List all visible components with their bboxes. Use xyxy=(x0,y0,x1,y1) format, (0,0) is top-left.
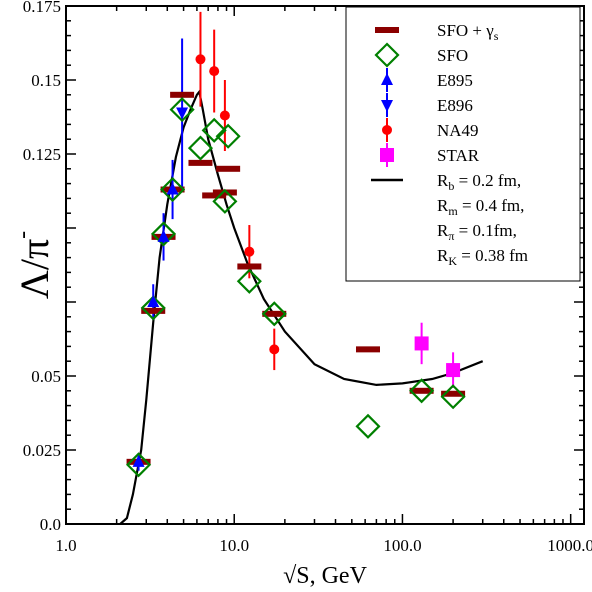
point-sfo xyxy=(140,295,166,321)
legend-label-sfo: SFO + γs xyxy=(437,21,499,43)
y-axis-title: Λ/π- xyxy=(10,231,57,299)
point-na49 xyxy=(195,54,206,65)
point-sfo xyxy=(237,263,262,270)
y-tick-label: 0.15 xyxy=(31,71,61,90)
point-sfo xyxy=(261,301,287,327)
legend-marker-sfo xyxy=(375,27,399,33)
legend-label-sfo: SFO xyxy=(437,46,468,65)
point-sfo xyxy=(440,384,466,410)
y-axis-title-main: Λ/π xyxy=(12,239,57,299)
point-sfo xyxy=(212,188,238,214)
point-sfo xyxy=(441,390,466,397)
y-axis-title-sup: - xyxy=(10,231,36,239)
y-tick-label: 0.05 xyxy=(31,367,61,386)
legend-label-curve: Rb = 0.2 fm, xyxy=(437,171,521,193)
legend-label-curve: Rm = 0.4 fm, xyxy=(437,196,524,218)
x-tick-label: 10.0 xyxy=(219,536,249,555)
y-tick-label: 0.175 xyxy=(23,0,61,16)
point-e895 xyxy=(132,454,145,467)
legend-label-e895: E895 xyxy=(437,71,473,90)
y-tick-label: 0.125 xyxy=(23,145,61,164)
point-e895 xyxy=(157,229,170,242)
marker-layer xyxy=(126,54,466,478)
point-sfo xyxy=(355,413,381,439)
legend-box xyxy=(345,6,581,282)
point-sfo xyxy=(212,189,237,196)
plot-frame xyxy=(65,5,585,525)
point-star xyxy=(446,363,461,378)
point-e895 xyxy=(147,295,160,307)
point-na49 xyxy=(209,66,220,77)
tick-label-layer: 1.0 10.0 100.0 1000.0 0.0 0.025 0.05 0.125 0.15 0… xyxy=(23,0,592,555)
point-sfo xyxy=(262,310,287,317)
legend-label-curve: Rπ = 0.1fm, xyxy=(437,221,517,243)
x-tick-label: 1000.0 xyxy=(547,536,592,555)
point-sfo xyxy=(170,91,195,98)
point-na49 xyxy=(244,246,255,257)
svg-text:Λ/π-: Λ/π- xyxy=(10,231,57,299)
point-sfo xyxy=(160,176,186,203)
x-axis-title: √S, GeV xyxy=(283,563,368,589)
y-tick-label: 0.0 xyxy=(40,515,61,534)
y-tick-label: 0.025 xyxy=(23,441,61,460)
legend-marker-e895 xyxy=(381,73,393,85)
legend-label-curve: RK = 0.38 fm xyxy=(437,246,528,268)
point-star xyxy=(414,336,429,351)
point-sfo xyxy=(236,268,262,294)
point-na49 xyxy=(219,110,230,121)
x-tick-label: 100.0 xyxy=(383,536,421,555)
point-sfo xyxy=(216,165,241,172)
point-sfo xyxy=(409,387,434,394)
legend-marker-sfo xyxy=(374,42,400,68)
point-sfo xyxy=(141,307,166,314)
point-sfo xyxy=(169,97,195,123)
point-sfo xyxy=(150,221,177,247)
point-na49 xyxy=(269,344,280,355)
legend-label-star: STAR xyxy=(437,146,480,165)
point-sfo xyxy=(201,117,227,143)
legend-marker-na49 xyxy=(382,125,392,135)
point-e896 xyxy=(176,107,189,120)
point-sfo xyxy=(215,123,241,149)
x-tick-label: 1.0 xyxy=(55,536,76,555)
point-sfo xyxy=(188,159,213,166)
legend-label-e896: E896 xyxy=(437,96,473,115)
point-sfo xyxy=(409,378,435,404)
point-sfo xyxy=(355,346,380,353)
legend-marker-star xyxy=(380,148,394,162)
model-curve-layer xyxy=(119,89,484,525)
point-sfo xyxy=(187,135,214,161)
point-sfo xyxy=(126,452,152,478)
legend-label-na49: NA49 xyxy=(437,121,479,140)
point-e895 xyxy=(166,182,179,195)
model-curve xyxy=(119,89,484,525)
legend-marker-e896 xyxy=(381,100,393,112)
